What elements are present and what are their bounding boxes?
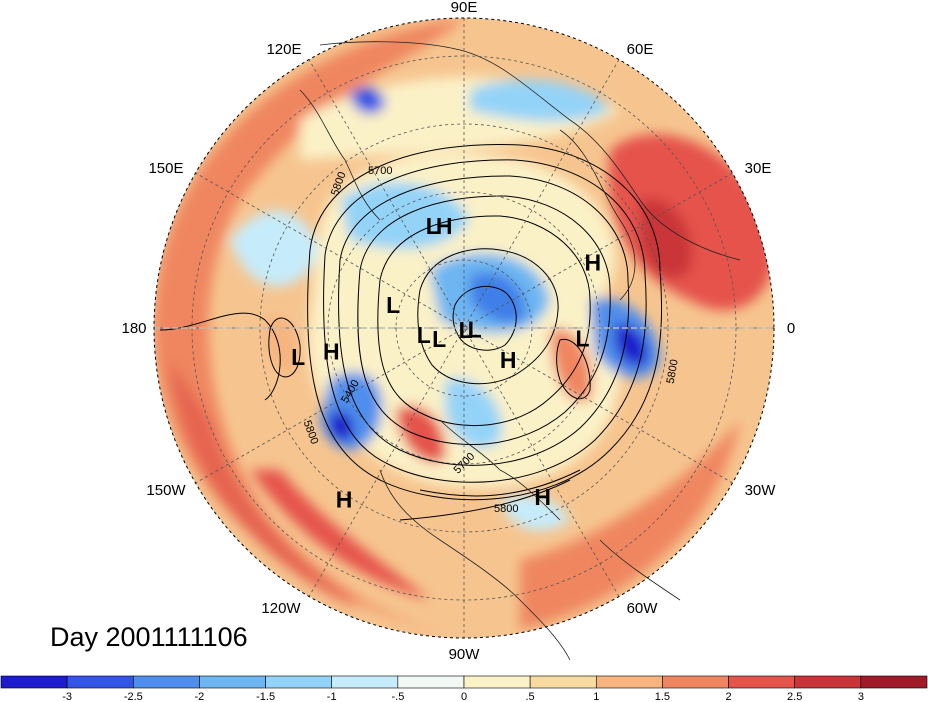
colorbar-tick-label: 1 bbox=[593, 691, 599, 702]
colorbar-tick-label: 2.5 bbox=[787, 691, 802, 702]
colorbar-tick-label: -2 bbox=[195, 691, 205, 702]
longitude-labels: 90E 60E 30E 0 30W 60W 90W 120W 150W 180 … bbox=[121, 0, 795, 663]
colorbar-swatch bbox=[66, 675, 134, 689]
low-pressure-marker: L bbox=[432, 326, 446, 352]
colorbar: -3 -2.5 -2 -1.5 -1 -.5 0 .5 1 1.5 2 2.5 3 bbox=[0, 675, 928, 702]
contour-label: 5800 bbox=[665, 358, 681, 384]
colorbar-swatch bbox=[265, 675, 333, 689]
colorbar-swatch bbox=[331, 675, 399, 689]
lon-180-label: 180 bbox=[121, 320, 146, 337]
lon-30e-label: 30E bbox=[745, 160, 772, 177]
lon-150w-label: 150W bbox=[146, 482, 186, 499]
lon-60e-label: 60E bbox=[627, 41, 654, 58]
coastlines bbox=[299, 41, 741, 661]
lon-90e-label: 90E bbox=[451, 0, 478, 16]
low-pressure-marker: L bbox=[386, 292, 400, 318]
colorbar-swatch bbox=[132, 675, 200, 689]
high-pressure-marker: H bbox=[584, 249, 601, 275]
height-contours bbox=[159, 143, 663, 521]
lon-30w-label: 30W bbox=[745, 482, 777, 499]
colorbar-swatch bbox=[662, 675, 729, 689]
colorbar-swatch bbox=[728, 675, 796, 689]
low-pressure-marker: L bbox=[575, 325, 589, 351]
high-pressure-marker: H bbox=[436, 213, 453, 239]
colorbar-swatch bbox=[529, 675, 597, 689]
high-pressure-marker: H bbox=[323, 338, 340, 364]
lon-90w-label: 90W bbox=[449, 646, 481, 663]
colorbar-swatch bbox=[463, 675, 531, 689]
low-pressure-marker: L bbox=[426, 213, 440, 239]
lon-120e-label: 120E bbox=[266, 41, 301, 58]
high-pressure-marker: H bbox=[336, 486, 353, 512]
low-pressure-marker: L bbox=[291, 344, 305, 370]
map-boundary bbox=[153, 17, 775, 639]
high-pressure-marker: H bbox=[500, 347, 517, 373]
map-title: Day 2001111106 bbox=[50, 622, 248, 652]
colorbar-swatch bbox=[0, 675, 68, 689]
lon-120w-label: 120W bbox=[261, 600, 301, 617]
colorbar-tick-label: 1.5 bbox=[655, 691, 670, 702]
colorbar-swatch bbox=[860, 675, 928, 689]
colorbar-swatch bbox=[199, 675, 266, 689]
colorbar-swatch bbox=[595, 675, 663, 689]
colorbar-tick-label: -2.5 bbox=[124, 691, 143, 702]
low-pressure-marker: L bbox=[468, 316, 482, 342]
colorbar-swatch bbox=[397, 675, 465, 689]
colorbar-tick-label: 3 bbox=[858, 691, 864, 702]
high-pressure-marker: H bbox=[534, 484, 551, 510]
colorbar-tick-label: .5 bbox=[526, 691, 535, 702]
colorbar-tick-label: -.5 bbox=[391, 691, 404, 702]
lon-0-label: 0 bbox=[787, 320, 795, 337]
colorbar-tick-label: -1 bbox=[327, 691, 337, 702]
low-pressure-marker: L bbox=[459, 317, 473, 343]
lon-150e-label: 150E bbox=[148, 160, 183, 177]
lon-60w-label: 60W bbox=[627, 600, 659, 617]
colorbar-tick-label: -3 bbox=[62, 691, 72, 702]
low-pressure-marker: L bbox=[417, 322, 431, 348]
colorbar-tick-label: 0 bbox=[461, 691, 467, 702]
colorbar-swatch bbox=[794, 675, 862, 689]
colorbar-tick-label: 2 bbox=[726, 691, 732, 702]
contour-label: 5800 bbox=[494, 503, 518, 515]
colorbar-tick-label: -1.5 bbox=[256, 691, 275, 702]
contour-label: 5700 bbox=[368, 165, 392, 177]
